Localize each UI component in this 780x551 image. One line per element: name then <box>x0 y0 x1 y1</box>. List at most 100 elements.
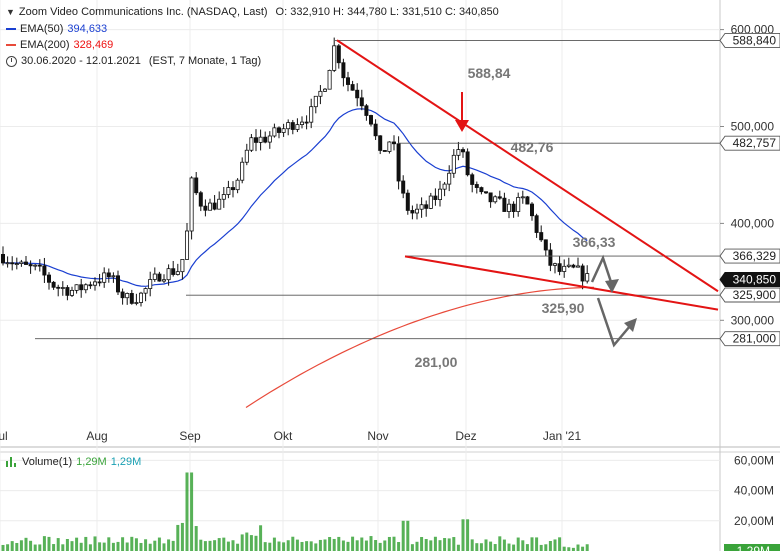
volume-bar <box>300 541 304 551</box>
candle-body <box>474 184 479 188</box>
level-annotation: 325,90 <box>542 300 585 316</box>
price-badge: 588,840 <box>719 32 780 48</box>
volume-bar <box>410 544 414 551</box>
candle-body <box>396 143 401 182</box>
volume-bar <box>15 542 19 551</box>
annotations: 588,84 482,76 366,33 325,90 281,00 <box>415 65 616 370</box>
volume-bar <box>525 544 529 551</box>
volume-bar <box>383 540 387 551</box>
volume-bar <box>70 541 74 551</box>
ema200-legend[interactable]: EMA(200) 328,469 <box>6 39 113 51</box>
candle-body <box>543 239 548 251</box>
candle-body <box>198 192 203 207</box>
x-tick-label: Jan '21 <box>543 429 582 443</box>
volume-bar <box>512 544 516 551</box>
candle-body <box>42 265 47 276</box>
volume-bar <box>153 540 157 551</box>
candle-body <box>226 187 231 195</box>
candle-body <box>460 149 465 153</box>
candle-body <box>19 261 24 264</box>
volume-bar <box>75 537 79 551</box>
candle-body <box>175 271 180 275</box>
volume-bar <box>571 547 575 551</box>
volume-bar <box>401 520 405 551</box>
level-annotation: 281,00 <box>415 354 458 370</box>
chevron-down-icon[interactable]: ▼ <box>6 7 15 17</box>
price-badge: 281,000 <box>719 331 780 347</box>
volume-bar <box>162 543 166 551</box>
volume-bar <box>341 540 345 551</box>
candle-body <box>479 187 484 193</box>
candle-body <box>70 289 75 296</box>
candle-body <box>10 262 15 265</box>
candle-body <box>424 204 429 209</box>
volume-bar <box>10 541 14 551</box>
candle-body <box>313 95 318 108</box>
candle-body <box>332 45 337 71</box>
volume-bars <box>1 472 589 551</box>
ohlc-values: O: 332,910 H: 344,780 L: 331,510 C: 340,… <box>275 6 499 18</box>
candle-body <box>88 284 93 287</box>
volume-bar <box>581 546 585 551</box>
volume-bar <box>438 540 442 551</box>
volume-tick-label: 20,00M <box>734 514 774 528</box>
candle-body <box>129 293 134 304</box>
volume-bar <box>139 542 143 551</box>
volume-bar <box>52 544 56 551</box>
candle-body <box>263 136 268 143</box>
candle-body <box>322 88 327 92</box>
candle-body <box>244 149 249 163</box>
volume-bar <box>530 537 534 551</box>
ema50-legend[interactable]: EMA(50) 394,633 <box>6 23 107 35</box>
gray-arrow-head-1 <box>605 279 619 293</box>
candle-body <box>138 292 143 303</box>
volume-label: Volume(1) <box>22 456 73 468</box>
volume-bar <box>360 537 364 551</box>
candle-body <box>171 268 176 275</box>
candle-body <box>79 284 84 291</box>
candle-body <box>566 264 571 267</box>
volume-bar <box>245 532 249 551</box>
candle-body <box>580 265 585 282</box>
volume-tick-label: 40,00M <box>734 484 774 498</box>
candle-body <box>571 264 576 268</box>
volume-bar <box>535 537 539 551</box>
volume-bar <box>544 544 548 551</box>
x-tick-label: Jul <box>0 429 8 443</box>
volume-bar <box>180 522 184 551</box>
volume-bar <box>268 542 272 551</box>
candle-body <box>465 151 470 176</box>
volume-bar <box>130 536 134 551</box>
volume-bar <box>1 544 5 551</box>
candle-body <box>83 284 88 291</box>
volume-bar <box>93 536 97 551</box>
candle-body <box>166 268 171 281</box>
candle-body <box>368 115 373 125</box>
badge-shape <box>719 331 780 347</box>
volume-bar <box>479 543 483 551</box>
volume-bar <box>539 544 543 551</box>
candle-body <box>336 45 341 64</box>
candle-body <box>189 177 194 232</box>
price-badge: 482,757 <box>719 135 780 151</box>
trendlines <box>336 39 719 311</box>
volume-bar <box>318 539 322 551</box>
candle-body <box>134 302 139 304</box>
candle-body <box>299 121 304 126</box>
period-note: (EST, 7 Monate, 1 Tag) <box>148 55 262 67</box>
candle-body <box>120 291 125 299</box>
candle-body <box>212 202 217 210</box>
candle-body <box>387 141 392 152</box>
y-tick-label: 300,000 <box>731 313 775 327</box>
volume-bar <box>272 537 276 551</box>
candle-body <box>295 124 300 130</box>
ema50-value: 394,633 <box>67 23 108 35</box>
y-tick-label: 500,000 <box>731 120 775 134</box>
volume-legend[interactable]: Volume(1) 1,29M 1,29M <box>6 456 141 468</box>
candle-body <box>51 281 56 288</box>
candle-body <box>157 273 162 282</box>
candle-body <box>350 84 355 91</box>
gray-arrow-path-2 <box>596 297 631 348</box>
volume-bar <box>111 542 115 551</box>
volume-bar <box>42 536 46 551</box>
